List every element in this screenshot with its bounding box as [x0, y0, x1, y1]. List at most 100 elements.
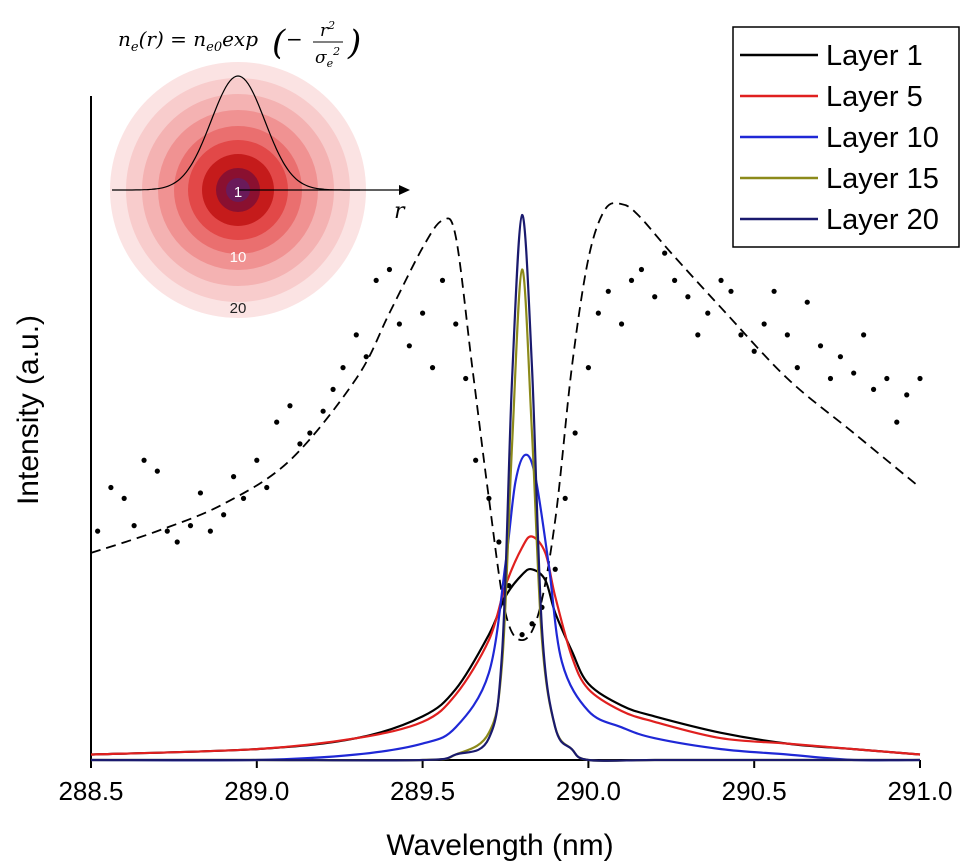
- scatter-point: [420, 310, 426, 316]
- scatter-point: [529, 621, 535, 627]
- scatter-point: [429, 365, 436, 371]
- scatter-point: [771, 288, 777, 294]
- x-tick-label: 289.5: [390, 776, 455, 806]
- svg-text:σe2: σe2: [315, 45, 340, 70]
- scatter-point: [784, 332, 790, 338]
- scatter-point: [870, 386, 877, 392]
- x-tick-label: 290.5: [722, 776, 787, 806]
- scatter-point: [894, 419, 900, 425]
- scatter-point: [761, 321, 767, 327]
- density-formula: ne(r) = ne0exp ( − r2 σe2 ): [118, 19, 361, 70]
- scatter-point: [274, 419, 280, 425]
- scatter-point: [386, 266, 393, 273]
- svg-text:−: −: [286, 27, 303, 51]
- scatter-point: [884, 375, 890, 382]
- x-tick-label: 290.0: [556, 776, 621, 806]
- ring-label-20: 20: [230, 300, 247, 317]
- scatter-point: [851, 370, 857, 376]
- scatter-point: [320, 408, 326, 414]
- scatter-point: [230, 474, 237, 480]
- scatter-point: [861, 332, 867, 338]
- scatter-point: [817, 343, 824, 349]
- scatter-point: [618, 321, 625, 327]
- scatter-point: [595, 310, 601, 316]
- r-axis-arrowhead: [399, 185, 410, 195]
- scatter-point: [685, 294, 691, 300]
- svg-text:r2: r2: [320, 19, 335, 41]
- scatter-point: [572, 430, 578, 436]
- scatter-point: [605, 288, 611, 294]
- x-axis-ticks: 288.5 289.0 289.5 290.0 290.5 291.0: [58, 760, 953, 806]
- legend-label: Layer 5: [826, 81, 923, 113]
- plot-area: [90, 202, 923, 762]
- scatter-point: [904, 392, 910, 398]
- scatter-point: [672, 277, 678, 283]
- series-line-layer-20: [90, 213, 920, 762]
- scatter-point: [628, 277, 635, 283]
- x-axis-label: Wavelength (nm): [386, 829, 613, 862]
- legend-label: Layer 1: [826, 40, 923, 72]
- scatter-point: [486, 495, 492, 501]
- scatter-point: [751, 348, 757, 354]
- x-tick-label: 289.0: [224, 776, 289, 806]
- scatter-point: [473, 457, 479, 463]
- scatter-point: [917, 375, 923, 382]
- scatter-point: [439, 277, 446, 283]
- scatter-point: [207, 528, 213, 534]
- scatter-point: [705, 310, 711, 316]
- scatter-point: [728, 288, 734, 294]
- scatter-point: [121, 495, 127, 501]
- scatter-point: [363, 354, 369, 360]
- scatter-point: [519, 632, 525, 638]
- scatter-point: [353, 332, 359, 338]
- legend-label: Layer 20: [826, 204, 939, 236]
- scatter-point: [174, 539, 180, 545]
- scatter-point: [406, 343, 412, 349]
- legend-label: Layer 15: [826, 163, 939, 195]
- x-tick-label: 291.0: [887, 776, 952, 806]
- scatter-point: [396, 321, 402, 327]
- scatter-point: [141, 457, 147, 463]
- y-axis-label: Intensity (a.u.): [12, 315, 45, 505]
- scatter-point: [552, 566, 558, 572]
- scatter-point: [463, 375, 469, 382]
- scatter-point: [197, 490, 204, 496]
- legend: Layer 1 Layer 5 Layer 10 Layer 15 Layer 20: [732, 26, 960, 248]
- scatter-point: [254, 457, 260, 463]
- legend-label: Layer 10: [826, 122, 939, 154]
- scatter-point: [154, 468, 160, 474]
- series-line-layer-5: [90, 535, 921, 756]
- x-tick-label: 288.5: [58, 776, 123, 806]
- scatter-point: [187, 523, 194, 529]
- scatter-point: [837, 354, 844, 360]
- scatter-point: [585, 365, 592, 371]
- scatter-point: [718, 277, 724, 283]
- inset-diagram: r 1 10 20 ne(r) = ne0exp ( − r2 σe2 ): [110, 19, 410, 318]
- svg-text:ne(r) = ne0exp: ne(r) = ne0exp: [118, 27, 258, 55]
- scatter-point: [652, 294, 658, 300]
- series-line-dashed: [90, 202, 921, 642]
- scatter-point: [662, 250, 668, 256]
- scatter-point: [804, 299, 810, 305]
- series-line-layer-1: [90, 567, 921, 756]
- scatter-point: [287, 403, 293, 409]
- series-line-layer-15: [90, 268, 920, 762]
- gaussian-profile-curve: [111, 75, 360, 191]
- scatter-point: [95, 528, 101, 534]
- svg-text:(: (: [272, 23, 286, 63]
- scatter-point: [240, 495, 247, 501]
- scatter-point: [340, 365, 346, 371]
- scatter-point: [264, 484, 270, 491]
- scatter-point: [506, 583, 512, 589]
- scatter-point: [330, 386, 336, 392]
- svg-text:): ): [347, 23, 361, 63]
- scatter-point: [496, 539, 502, 545]
- scatter-point: [221, 512, 227, 518]
- scatter-point: [827, 375, 834, 382]
- ring-label-1: 1: [234, 184, 242, 201]
- scatter-point: [164, 528, 170, 534]
- r-axis-label: r: [394, 199, 406, 224]
- scatter-point: [453, 321, 459, 327]
- scatter-point: [373, 277, 379, 283]
